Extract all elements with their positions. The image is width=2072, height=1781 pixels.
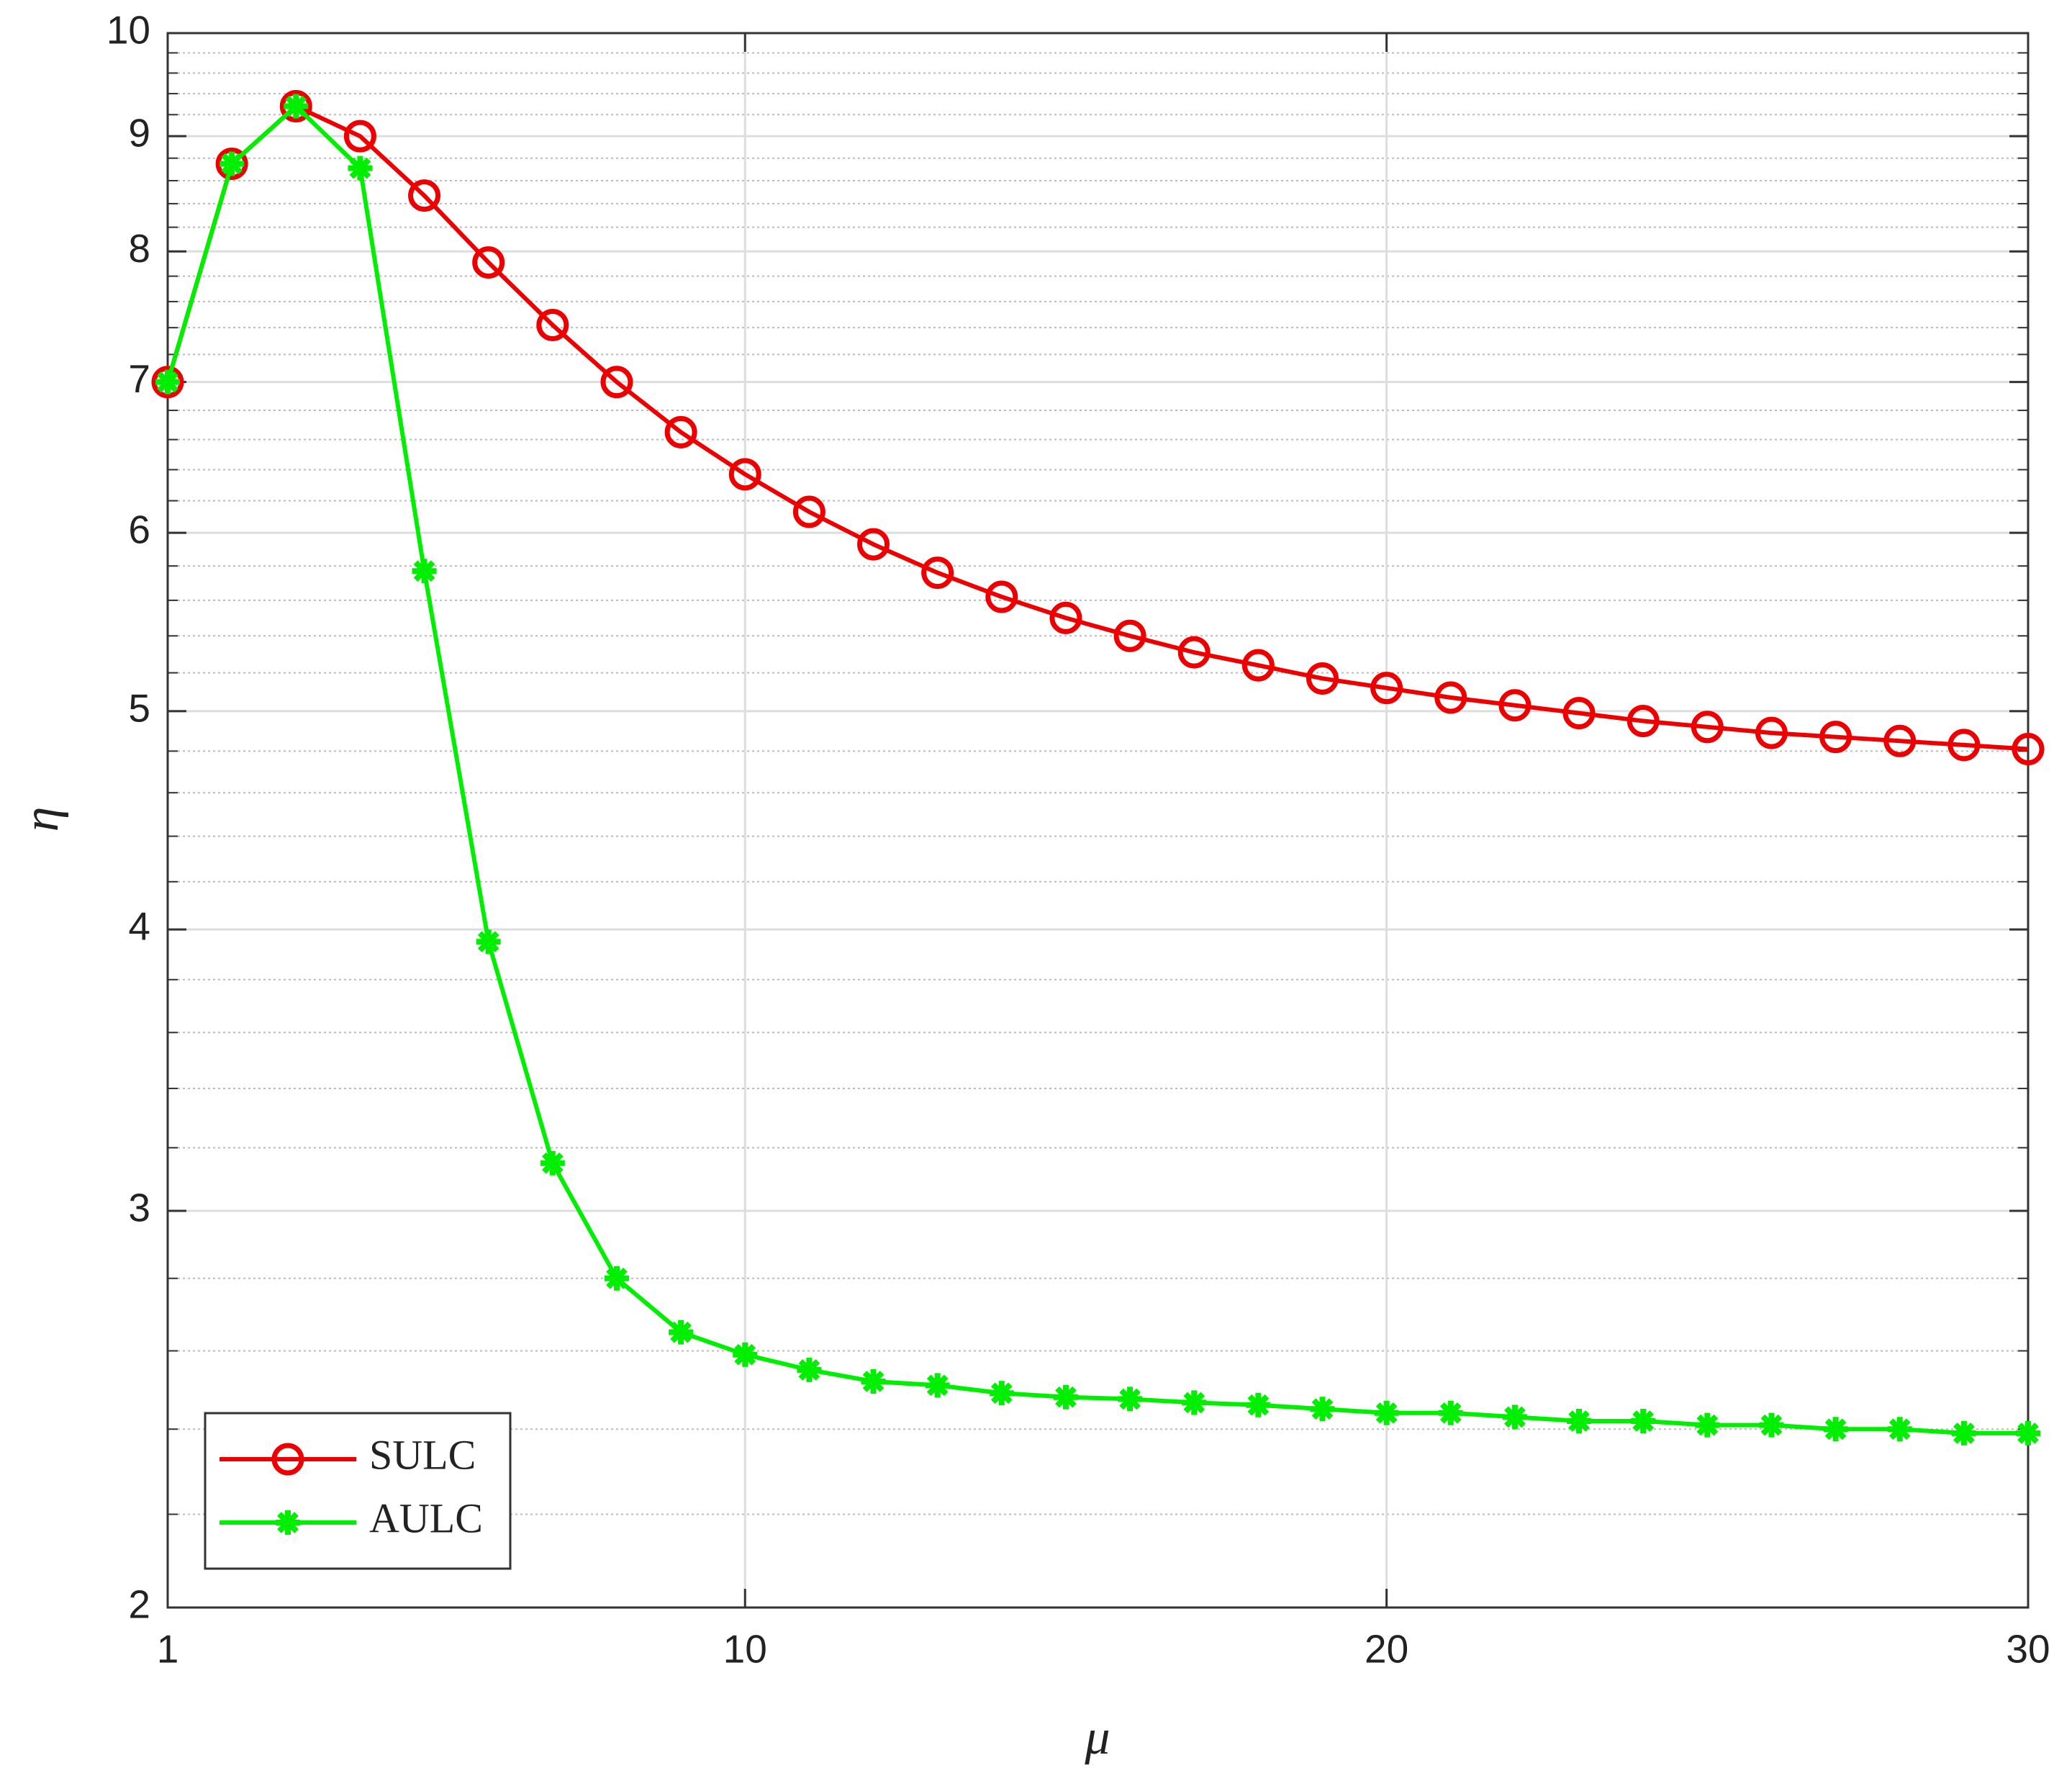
marker — [1310, 1397, 1335, 1422]
marker — [728, 458, 761, 491]
legend-label: SULC — [369, 1431, 476, 1478]
y-axis-label: η — [14, 807, 69, 832]
marker — [1182, 1390, 1207, 1415]
marker — [797, 1357, 822, 1382]
marker — [472, 246, 505, 279]
marker — [284, 94, 309, 119]
y-tick-label: 9 — [128, 111, 150, 155]
marker — [1755, 716, 1788, 749]
marker — [2016, 1420, 2040, 1446]
y-tick-label: 4 — [128, 904, 150, 949]
marker — [664, 415, 697, 448]
marker — [1053, 1384, 1078, 1410]
marker — [989, 1381, 1014, 1406]
marker — [792, 495, 825, 528]
y-tick-label: 5 — [128, 685, 150, 730]
plot-area — [168, 33, 2028, 1608]
y-tick-label: 3 — [128, 1186, 150, 1230]
marker — [408, 179, 441, 212]
marker — [1823, 1417, 1848, 1442]
marker — [1049, 601, 1082, 634]
legend-box — [204, 1412, 512, 1570]
marker — [1947, 729, 1981, 762]
x-tick-label: 10 — [723, 1627, 767, 1672]
marker — [1434, 681, 1467, 714]
marker — [155, 369, 180, 394]
marker — [857, 528, 890, 561]
marker — [1502, 1404, 1527, 1430]
marker — [279, 90, 312, 123]
x-tick-label: 30 — [2006, 1627, 2050, 1672]
legend-marker — [271, 1443, 304, 1476]
y-tick-label: 6 — [128, 508, 150, 552]
legend: SULC AULC — [204, 1412, 512, 1570]
marker — [1177, 636, 1211, 669]
marker — [1241, 649, 1275, 682]
marker — [669, 1320, 694, 1345]
x-tick-label: 20 — [1365, 1627, 1408, 1672]
marker — [1374, 1400, 1399, 1425]
marker — [985, 580, 1018, 613]
marker — [1567, 1408, 1592, 1433]
marker — [1370, 672, 1403, 705]
marker — [1759, 1412, 1784, 1438]
legend-marker — [276, 1510, 300, 1535]
marker — [151, 366, 184, 399]
marker — [1498, 689, 1532, 722]
marker — [215, 147, 248, 180]
marker — [1883, 724, 1917, 757]
marker — [1887, 1417, 1912, 1442]
y-tick-label: 7 — [128, 356, 150, 401]
marker — [220, 151, 245, 176]
legend-label: AULC — [369, 1494, 483, 1541]
marker — [1306, 662, 1339, 695]
marker — [925, 1373, 950, 1398]
marker — [343, 120, 376, 153]
x-tick-label: 1 — [157, 1627, 179, 1672]
marker — [476, 929, 501, 955]
marker — [1631, 1408, 1656, 1433]
plot-frame — [166, 32, 2030, 1609]
marker — [861, 1369, 886, 1394]
marker — [733, 1342, 758, 1367]
marker — [536, 308, 569, 341]
marker — [1819, 721, 1852, 754]
marker — [1627, 705, 1660, 738]
marker — [600, 366, 633, 399]
marker — [921, 556, 954, 590]
marker — [412, 559, 437, 584]
marker — [1118, 1387, 1143, 1412]
marker — [1438, 1400, 1463, 1425]
marker — [1246, 1392, 1271, 1417]
x-axis-label: μ — [1084, 1710, 1110, 1765]
marker — [348, 155, 373, 181]
marker — [1695, 1412, 1720, 1438]
y-tick-label: 8 — [128, 226, 150, 271]
y-tick-label: 10 — [107, 8, 150, 53]
marker — [1691, 711, 1724, 744]
marker — [1951, 1420, 1976, 1446]
marker — [1113, 619, 1146, 652]
y-tick-label: 2 — [128, 1582, 150, 1627]
marker — [2012, 733, 2045, 766]
marker — [1562, 697, 1596, 730]
marker — [604, 1266, 629, 1291]
marker — [540, 1150, 565, 1176]
